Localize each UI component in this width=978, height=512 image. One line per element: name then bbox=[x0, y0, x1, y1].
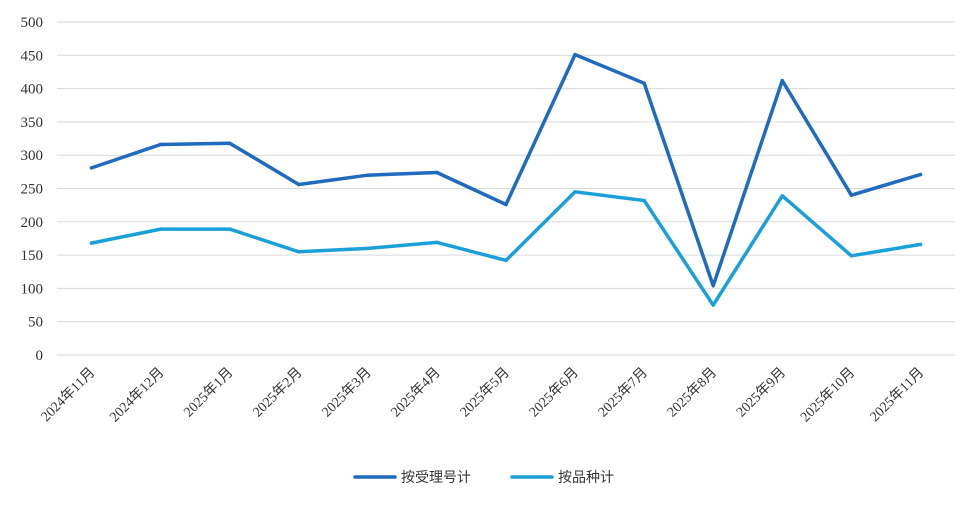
y-tick-label: 500 bbox=[21, 15, 44, 31]
y-axis-tick-labels: 0 50 100 150 200 250 300 350 400 450 500 bbox=[21, 15, 44, 364]
data-point bbox=[297, 250, 301, 254]
data-point bbox=[918, 172, 923, 177]
data-point bbox=[366, 173, 370, 177]
legend-label: 按品种计 bbox=[558, 470, 614, 486]
data-point bbox=[780, 194, 785, 198]
x-tick-label: 2025年3月 bbox=[319, 365, 375, 421]
x-axis-tick-labels: 2024年11月 2024年12月 2025年1月 2025年2月 2025年3月 202… bbox=[38, 365, 927, 426]
data-point bbox=[642, 81, 646, 86]
legend: 按受理号计 按品种计 bbox=[353, 470, 614, 486]
data-point bbox=[780, 78, 785, 83]
legend-label: 按受理号计 bbox=[401, 470, 471, 486]
x-tick-label: 2025年1月 bbox=[181, 365, 237, 421]
data-point bbox=[89, 241, 94, 245]
y-tick-label: 250 bbox=[21, 182, 44, 198]
data-point bbox=[89, 166, 94, 170]
y-tick-label: 100 bbox=[21, 281, 44, 297]
data-point bbox=[435, 240, 439, 245]
data-point bbox=[711, 283, 715, 288]
data-point bbox=[642, 198, 646, 203]
data-point bbox=[227, 141, 232, 145]
x-tick-label: 2025年5月 bbox=[457, 365, 513, 421]
gridlines bbox=[57, 21, 955, 356]
data-point bbox=[158, 142, 163, 147]
y-tick-label: 400 bbox=[21, 82, 44, 98]
data-point bbox=[573, 52, 577, 57]
x-tick-label: 2025年11月 bbox=[867, 365, 927, 425]
x-tick-label: 2025年10月 bbox=[797, 365, 858, 426]
data-point bbox=[711, 303, 715, 307]
x-tick-label: 2025年4月 bbox=[388, 365, 444, 421]
data-point bbox=[849, 254, 854, 258]
y-tick-label: 450 bbox=[21, 48, 44, 64]
series-lines bbox=[89, 52, 923, 307]
x-tick-label: 2025年2月 bbox=[250, 365, 306, 421]
data-point bbox=[573, 190, 577, 194]
y-tick-label: 50 bbox=[28, 315, 43, 331]
data-point bbox=[227, 227, 232, 231]
y-tick-label: 0 bbox=[36, 348, 44, 364]
data-point bbox=[297, 182, 301, 187]
data-point bbox=[504, 202, 508, 207]
x-tick-label: 2025年8月 bbox=[664, 365, 720, 421]
y-tick-label: 300 bbox=[21, 148, 44, 164]
y-tick-label: 350 bbox=[21, 115, 44, 131]
data-point bbox=[504, 258, 508, 263]
x-tick-label: 2024年12月 bbox=[107, 365, 168, 426]
y-tick-label: 200 bbox=[21, 215, 44, 231]
data-point bbox=[366, 246, 370, 251]
data-point bbox=[435, 170, 439, 175]
x-tick-label: 2025年6月 bbox=[526, 365, 582, 421]
x-tick-label: 2025年7月 bbox=[595, 365, 651, 421]
data-point bbox=[918, 242, 923, 247]
x-tick-label: 2025年9月 bbox=[733, 365, 789, 421]
series-line-0 bbox=[89, 52, 923, 288]
y-tick-label: 150 bbox=[21, 248, 44, 264]
data-point bbox=[158, 227, 163, 231]
data-point bbox=[849, 193, 854, 197]
x-tick-label: 2024年11月 bbox=[38, 365, 98, 425]
